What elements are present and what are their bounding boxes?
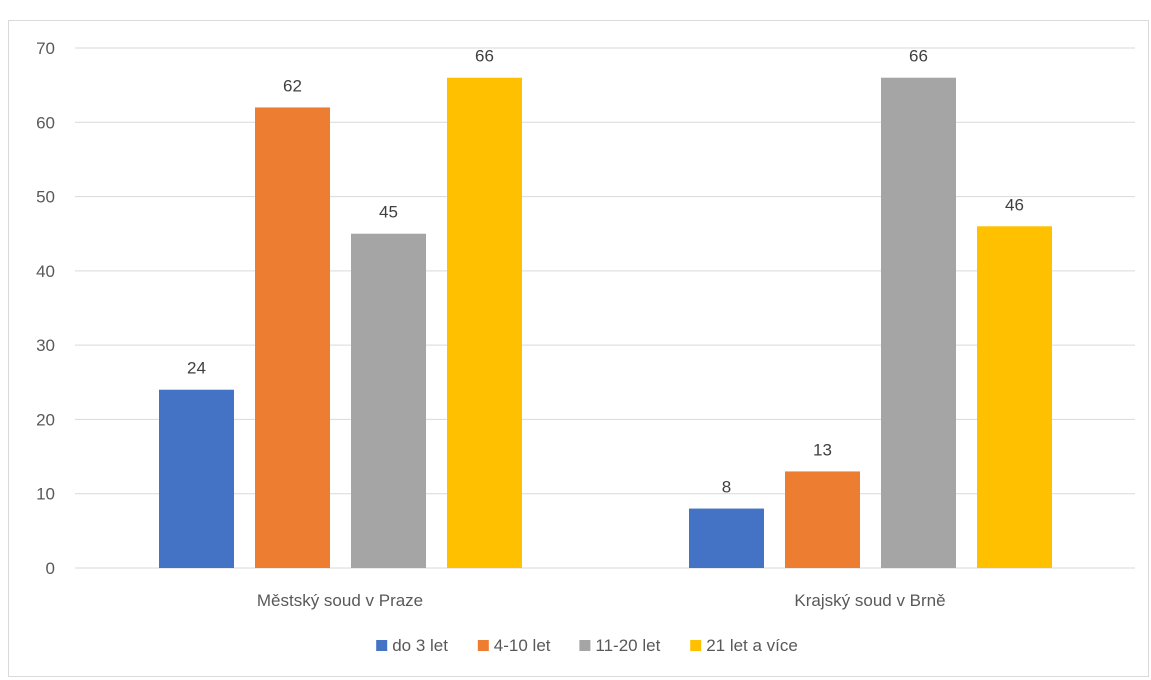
y-tick-label: 40 [36,262,55,281]
x-category-label: Krajský soud v Brně [794,591,945,610]
legend-swatch-2 [477,640,489,651]
legend-label: do 3 let [392,636,448,655]
data-label: 13 [813,440,832,459]
y-tick-label: 70 [36,39,55,58]
gridlines [75,47,1135,569]
x-category-label: Městský soud v Praze [257,591,423,610]
data-label: 24 [187,359,206,378]
legend-label: 4-10 let [494,636,551,655]
bar-1-3 [351,233,426,568]
x-axis-category-labels: Městský soud v Praze Krajský soud v Brně [257,591,946,610]
y-tick-label: 20 [36,410,55,429]
bar-2-4 [977,226,1052,569]
bar-1-1 [159,389,234,568]
y-tick-label: 10 [36,485,55,504]
legend-swatch-1 [376,640,388,651]
bars [159,77,1052,569]
data-label: 66 [475,47,494,66]
bar-2-2 [785,471,860,568]
y-tick-label: 0 [46,559,55,578]
bar-2-3 [881,77,956,568]
data-label: 45 [379,203,398,222]
legend-label: 11-20 let [595,636,660,655]
legend-swatch-3 [579,640,591,651]
data-label: 8 [722,478,731,497]
legend: do 3 let 4-10 let 11-20 let 21 let a více [376,636,798,655]
legend-swatch-4 [690,640,702,651]
bar-1-4 [447,77,522,568]
bar-2-1 [689,508,764,568]
bar-1-2 [255,107,330,568]
data-labels: 24 62 45 66 8 13 66 46 [187,47,1024,497]
y-tick-label: 60 [36,113,55,132]
y-tick-label: 50 [36,188,55,207]
y-tick-label: 30 [36,336,55,355]
data-label: 46 [1005,195,1024,214]
y-axis-tick-labels: 0 10 20 30 40 50 60 70 [36,39,55,578]
data-label: 62 [283,76,302,95]
chart-area: 0 10 20 30 40 50 60 70 24 62 45 66 8 13 66 46 Městský … [8,20,1149,677]
legend-label: 21 let a více [706,636,798,655]
data-label: 66 [909,47,928,66]
bar-chart: 0 10 20 30 40 50 60 70 24 62 45 66 8 13 66 46 Městský … [36,39,1135,655]
